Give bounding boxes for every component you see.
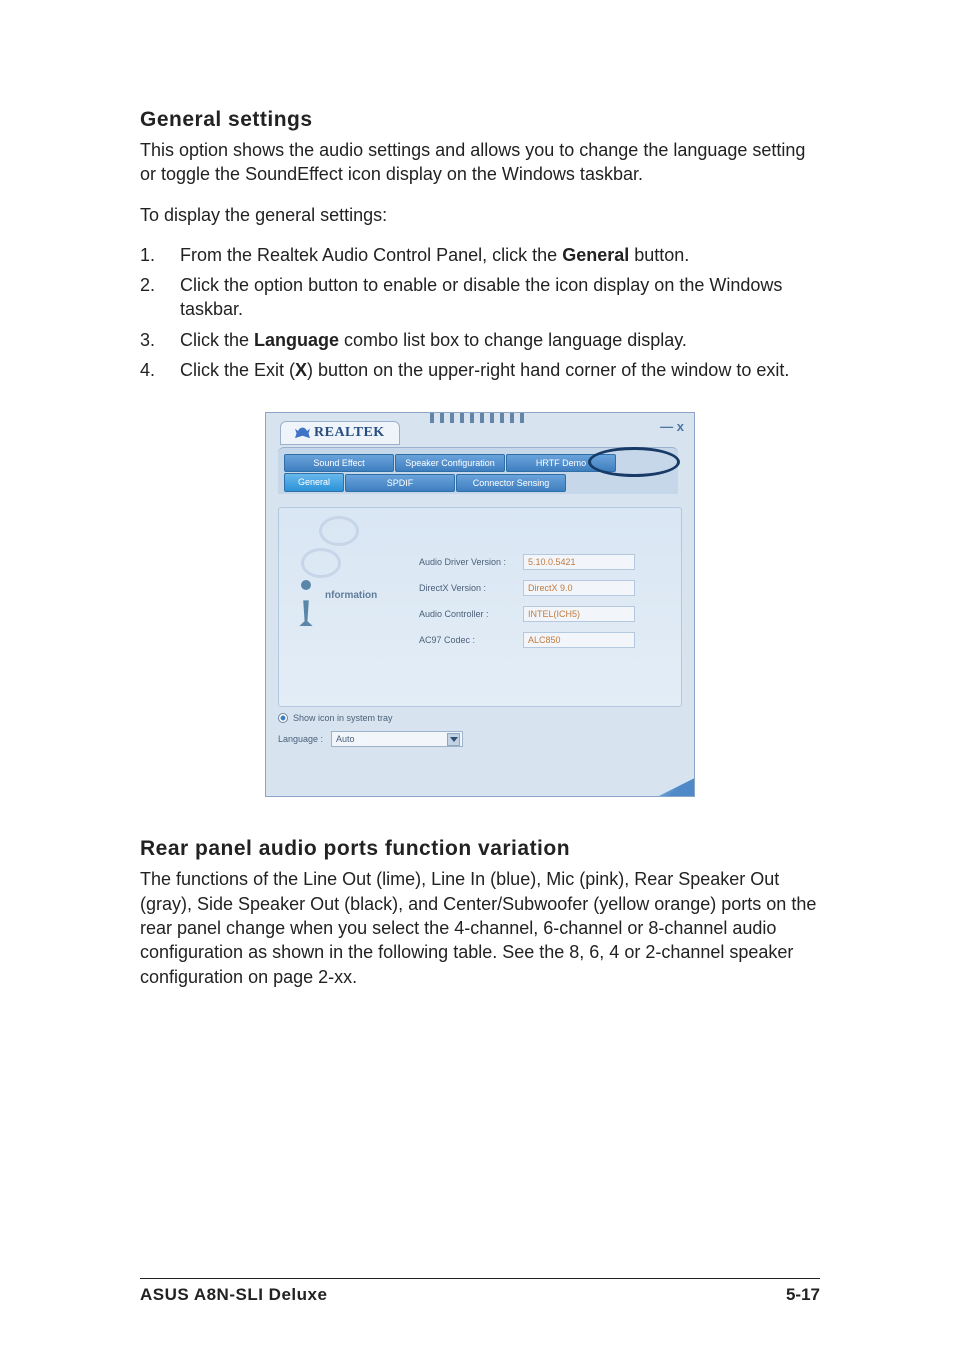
footer-page: 5-17 <box>786 1285 820 1305</box>
value-ac97-codec: ALC850 <box>523 632 635 648</box>
step-2: Click the option button to enable or dis… <box>140 273 820 322</box>
section-title-rear-panel: Rear panel audio ports function variatio… <box>140 837 820 861</box>
general-steps: From the Realtek Audio Control Panel, cl… <box>140 243 820 382</box>
tab-sound-effect[interactable]: Sound Effect <box>284 454 394 472</box>
information-label: nformation <box>325 590 377 601</box>
tray-row: Show icon in system tray <box>278 713 393 723</box>
step-3: Click the Language combo list box to cha… <box>140 328 820 352</box>
info-area: nformation Audio Driver Version : 5.10.0… <box>278 507 682 707</box>
step-1-pre: From the Realtek Audio Control Panel, cl… <box>180 245 562 265</box>
label-ac97-codec: AC97 Codec : <box>419 635 523 645</box>
step-4-pre: Click the Exit ( <box>180 360 295 380</box>
value-audio-driver: 5.10.0.5421 <box>523 554 635 570</box>
drag-handle-icon[interactable] <box>430 413 530 427</box>
row-audio-driver: Audio Driver Version : 5.10.0.5421 <box>419 554 635 570</box>
language-select[interactable]: Auto <box>331 731 463 747</box>
label-audio-controller: Audio Controller : <box>419 609 523 619</box>
tab-connector-sensing[interactable]: Connector Sensing <box>456 474 566 492</box>
general-howto: To display the general settings: <box>140 203 820 227</box>
window-controls[interactable]: — x <box>660 419 684 434</box>
decoration-circle-icon <box>319 516 359 546</box>
value-directx: DirectX 9.0 <box>523 580 635 596</box>
show-tray-label: Show icon in system tray <box>293 713 393 723</box>
step-4-post: ) button on the upper-right hand corner … <box>307 360 789 380</box>
label-audio-driver: Audio Driver Version : <box>419 557 523 567</box>
row-audio-controller: Audio Controller : INTEL(ICH5) <box>419 606 635 622</box>
realtek-logo-tab: REALTEK <box>280 421 400 445</box>
step-3-pre: Click the <box>180 330 254 350</box>
language-label: Language : <box>278 734 323 744</box>
corner-decoration-icon <box>634 778 694 796</box>
tab-hrtf-demo[interactable]: HRTF Demo <box>506 454 616 472</box>
value-audio-controller: INTEL(ICH5) <box>523 606 635 622</box>
step-2-pre: Click the option button to enable or dis… <box>180 275 782 319</box>
rear-panel-para: The functions of the Line Out (lime), Li… <box>140 867 820 988</box>
decoration-circle-icon <box>301 548 341 578</box>
page-footer: ASUS A8N-SLI Deluxe 5-17 <box>140 1278 820 1305</box>
label-directx: DirectX Version : <box>419 583 523 593</box>
general-intro: This option shows the audio settings and… <box>140 138 820 187</box>
show-tray-radio[interactable] <box>278 713 288 723</box>
step-1-post: button. <box>629 245 689 265</box>
tab-general[interactable]: General <box>284 473 344 492</box>
step-1-bold: General <box>562 245 629 265</box>
tab-speaker-config[interactable]: Speaker Configuration <box>395 454 505 472</box>
language-value: Auto <box>336 734 355 744</box>
realtek-panel: — x REALTEK Sound Effect Speaker Configu… <box>265 412 695 797</box>
step-3-post: combo list box to change language displa… <box>339 330 687 350</box>
row-directx: DirectX Version : DirectX 9.0 <box>419 580 635 596</box>
info-rows: Audio Driver Version : 5.10.0.5421 Direc… <box>419 554 635 658</box>
section-title-general: General settings <box>140 108 820 132</box>
tab-row: Sound Effect Speaker Configuration HRTF … <box>278 447 678 494</box>
tab-spdif[interactable]: SPDIF <box>345 474 455 492</box>
dropdown-arrow-icon[interactable] <box>447 733 460 746</box>
step-4: Click the Exit (X) button on the upper-r… <box>140 358 820 382</box>
information-icon <box>299 580 313 626</box>
realtek-brand: REALTEK <box>314 425 385 441</box>
step-4-bold: X <box>295 360 307 380</box>
step-3-bold: Language <box>254 330 339 350</box>
realtek-crab-icon <box>295 427 310 439</box>
lang-row: Language : Auto <box>278 731 463 747</box>
row-ac97-codec: AC97 Codec : ALC850 <box>419 632 635 648</box>
step-1: From the Realtek Audio Control Panel, cl… <box>140 243 820 267</box>
footer-product: ASUS A8N-SLI Deluxe <box>140 1285 327 1305</box>
